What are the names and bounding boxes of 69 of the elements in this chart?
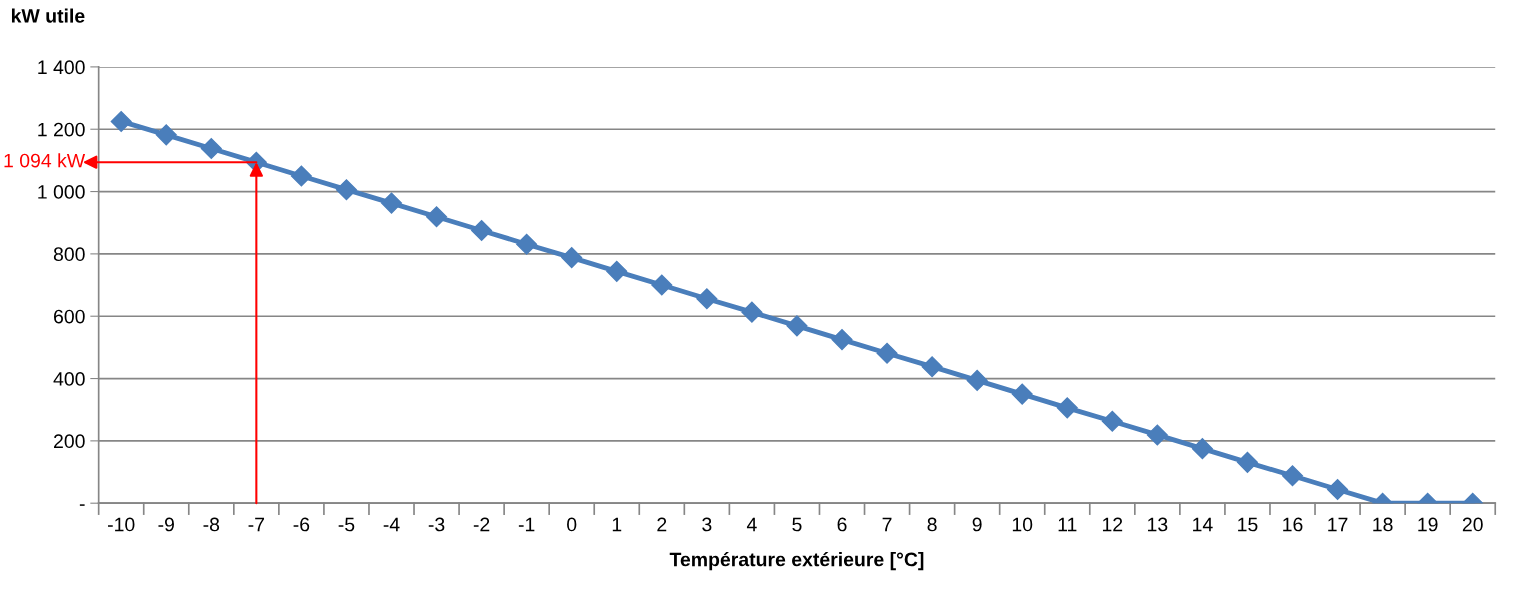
- x-tick-label: 15: [1238, 517, 1258, 532]
- point: [1011, 383, 1033, 405]
- x-tick-label: 18: [1373, 517, 1393, 532]
- x-tick-label: -9: [158, 517, 174, 532]
- point: [1146, 424, 1168, 446]
- x-tick-label: 0: [567, 517, 577, 532]
- point: [696, 288, 718, 310]
- point: [1281, 465, 1304, 487]
- point: [831, 329, 853, 351]
- x-tick-label: 14: [1193, 517, 1213, 532]
- point: [290, 165, 312, 187]
- x-tick-label: 9: [972, 517, 982, 532]
- point: [741, 301, 763, 323]
- point: [380, 192, 403, 214]
- y-tick-label: -: [79, 504, 85, 506]
- x-axis-title: Température extérieure [°C]: [669, 551, 924, 571]
- x-tick-label: 11: [1058, 517, 1077, 532]
- x-tick-label: -7: [248, 517, 265, 532]
- point: [1056, 397, 1078, 419]
- x-tick-label: 2: [657, 517, 667, 532]
- x-tick-label: 5: [792, 517, 802, 532]
- point: [335, 179, 357, 201]
- x-tick-label: 10: [1012, 517, 1033, 532]
- x-tick-label: -8: [203, 517, 220, 532]
- x-tick-label: 6: [837, 517, 847, 532]
- x-tick-label: -10: [108, 517, 135, 532]
- point: [561, 247, 583, 269]
- x-tick-label: -3: [428, 517, 445, 532]
- x-tick-label: -6: [293, 517, 310, 532]
- point: [471, 219, 493, 242]
- x-tick-label: 17: [1328, 517, 1348, 532]
- point: [606, 260, 628, 282]
- x-tick-label: 12: [1102, 517, 1123, 532]
- point: [966, 369, 988, 391]
- point: [516, 233, 538, 255]
- y-axis-title: kW utile: [11, 8, 85, 23]
- x-tick-label: 20: [1462, 517, 1483, 532]
- point: [200, 138, 222, 160]
- x-tick-label: 13: [1148, 517, 1168, 532]
- x-tick-label: -5: [338, 517, 355, 532]
- x-tick-label: 4: [746, 517, 757, 532]
- point: [155, 124, 177, 146]
- x-tick-label: 19: [1418, 517, 1438, 532]
- point: [1191, 438, 1213, 460]
- point: [651, 274, 673, 296]
- y-tick-label: 200: [54, 434, 85, 449]
- y-tick-label: 1 000: [38, 185, 85, 199]
- x-tick-label: 1: [612, 517, 622, 532]
- x-tick-label: 8: [927, 517, 937, 532]
- x-tick-label: 3: [702, 517, 712, 532]
- y-tick-label: 600: [54, 309, 85, 324]
- point: [876, 342, 898, 364]
- x-tick-label: -2: [473, 517, 490, 532]
- point: [1101, 410, 1123, 432]
- point: [426, 206, 448, 228]
- y-tick-label: 1 400: [38, 60, 85, 75]
- y-tick-label: 1 200: [38, 122, 85, 137]
- point: [1236, 451, 1258, 473]
- x-tick-label: -1: [518, 517, 535, 532]
- point: [921, 356, 943, 378]
- x-tick-label: 16: [1283, 517, 1303, 532]
- y-tick-label: 400: [53, 372, 85, 386]
- point: [786, 315, 808, 337]
- point: [110, 110, 132, 132]
- x-tick-label: -4: [383, 517, 400, 532]
- y-tick-label: 800: [53, 247, 85, 262]
- annotation: 1 094 kW: [4, 153, 86, 168]
- point: [1327, 478, 1349, 501]
- x-tick-label: 7: [882, 517, 892, 532]
